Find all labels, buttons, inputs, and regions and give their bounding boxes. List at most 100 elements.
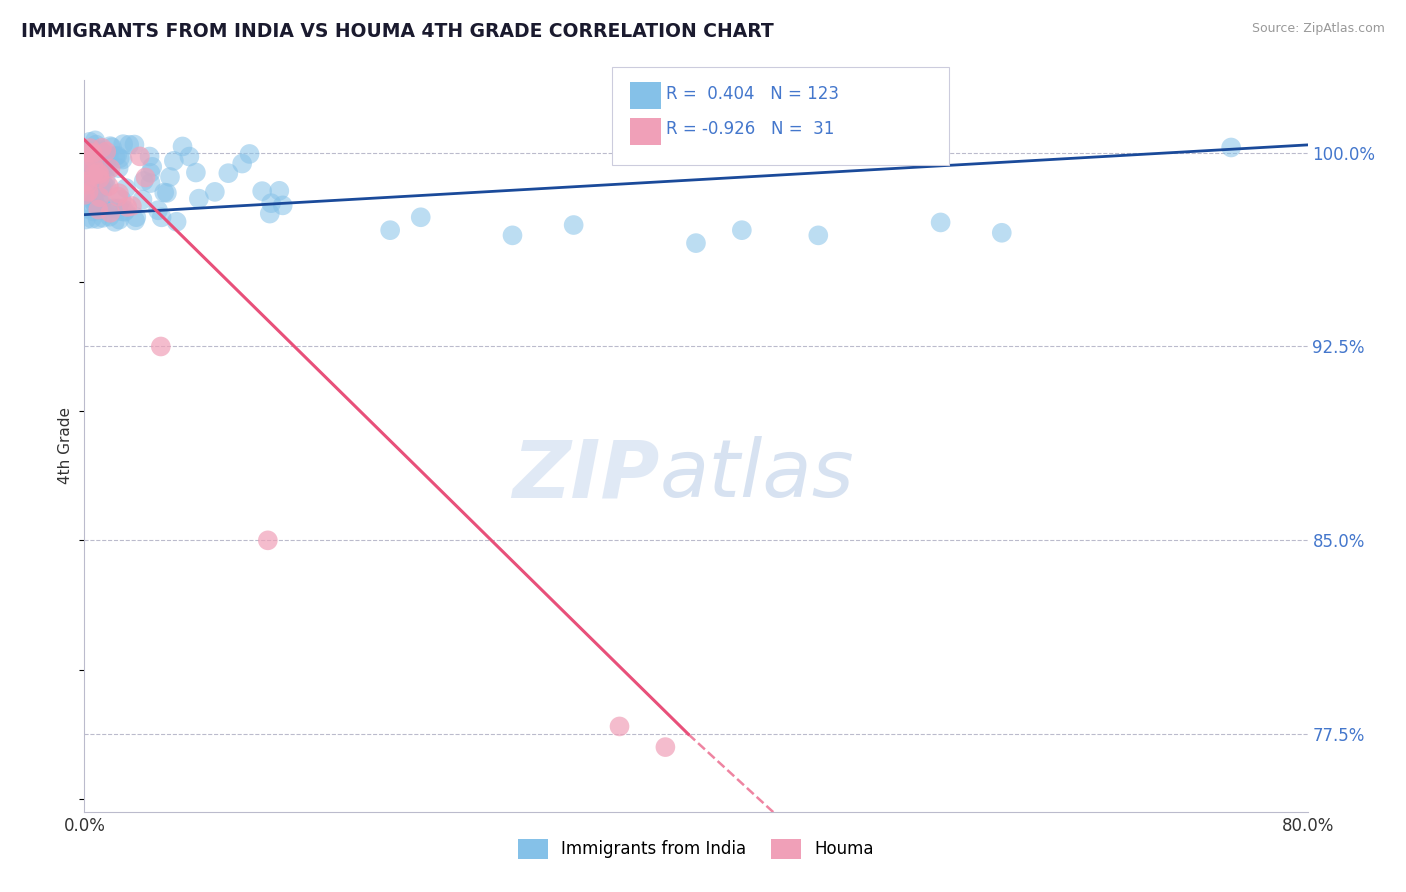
Point xyxy=(89,171,111,186)
Point xyxy=(76,186,98,200)
Point xyxy=(138,149,160,163)
Point xyxy=(82,146,104,161)
Point xyxy=(609,719,631,733)
Point xyxy=(73,187,96,202)
Point xyxy=(128,149,150,163)
Point xyxy=(86,151,108,165)
Point xyxy=(114,203,136,218)
Point xyxy=(179,150,201,164)
Point xyxy=(250,184,273,198)
Point xyxy=(107,202,129,216)
Point xyxy=(107,161,129,175)
Point xyxy=(86,168,108,182)
Point xyxy=(654,740,676,755)
Point xyxy=(96,145,118,159)
Point xyxy=(89,167,111,181)
Point xyxy=(259,206,281,220)
Text: Source: ZipAtlas.com: Source: ZipAtlas.com xyxy=(1251,22,1385,36)
Point xyxy=(101,140,124,154)
Point xyxy=(73,156,96,170)
Point xyxy=(89,202,111,216)
Point xyxy=(77,155,100,169)
Point xyxy=(108,212,131,227)
Point xyxy=(139,176,162,190)
Point xyxy=(166,215,188,229)
Point xyxy=(77,145,100,160)
Point xyxy=(91,141,114,155)
Point xyxy=(238,147,260,161)
Point xyxy=(991,226,1014,240)
Point xyxy=(163,153,186,168)
Point xyxy=(83,195,105,210)
Point xyxy=(93,178,115,192)
Point xyxy=(75,212,97,227)
Point xyxy=(89,153,111,168)
Point xyxy=(380,223,402,237)
Point xyxy=(80,161,103,176)
Point xyxy=(79,177,101,191)
Point xyxy=(112,137,135,152)
Point xyxy=(124,213,146,227)
Point xyxy=(1220,140,1243,154)
Y-axis label: 4th Grade: 4th Grade xyxy=(58,408,73,484)
Point xyxy=(100,161,122,176)
Point xyxy=(82,168,104,182)
Point xyxy=(75,175,97,189)
Point xyxy=(98,206,121,220)
Point xyxy=(79,135,101,149)
Point xyxy=(91,203,114,218)
Point xyxy=(79,178,101,193)
Point xyxy=(172,139,194,153)
Point xyxy=(96,180,118,194)
Point xyxy=(94,161,117,175)
Point xyxy=(93,160,115,174)
Point xyxy=(77,167,100,181)
Point xyxy=(111,153,134,167)
Point xyxy=(159,169,181,184)
Point xyxy=(110,193,132,207)
Point xyxy=(257,533,280,548)
Point xyxy=(97,161,120,175)
Point xyxy=(83,158,105,172)
Point xyxy=(90,145,112,159)
Point xyxy=(76,178,98,192)
Point xyxy=(150,211,173,225)
Point xyxy=(82,142,104,156)
Point xyxy=(685,236,707,251)
Point xyxy=(104,202,127,216)
Point xyxy=(121,199,143,213)
Point xyxy=(90,180,112,194)
Point xyxy=(146,203,169,218)
Point xyxy=(80,211,103,226)
Point xyxy=(217,166,239,180)
Point xyxy=(91,211,114,225)
Point xyxy=(562,218,585,232)
Point xyxy=(149,339,172,353)
Point xyxy=(204,185,226,199)
Point xyxy=(271,198,294,212)
Point xyxy=(82,204,104,219)
Point xyxy=(84,133,107,147)
Point xyxy=(76,145,98,160)
Point xyxy=(87,202,110,217)
Point xyxy=(75,143,97,157)
Point xyxy=(807,228,830,243)
Point xyxy=(125,210,148,224)
Point xyxy=(75,160,97,174)
Point xyxy=(76,202,98,216)
Point xyxy=(79,141,101,155)
Point xyxy=(118,137,141,152)
Point xyxy=(89,178,111,193)
Point xyxy=(75,151,97,165)
Point xyxy=(98,210,121,224)
Point xyxy=(91,165,114,179)
Legend: Immigrants from India, Houma: Immigrants from India, Houma xyxy=(512,832,880,865)
Point xyxy=(141,160,163,174)
Point xyxy=(929,215,952,229)
Point xyxy=(184,165,207,179)
Point xyxy=(83,192,105,206)
Point xyxy=(97,179,120,194)
Point xyxy=(502,228,524,243)
Point xyxy=(104,215,127,229)
Point xyxy=(115,200,138,214)
